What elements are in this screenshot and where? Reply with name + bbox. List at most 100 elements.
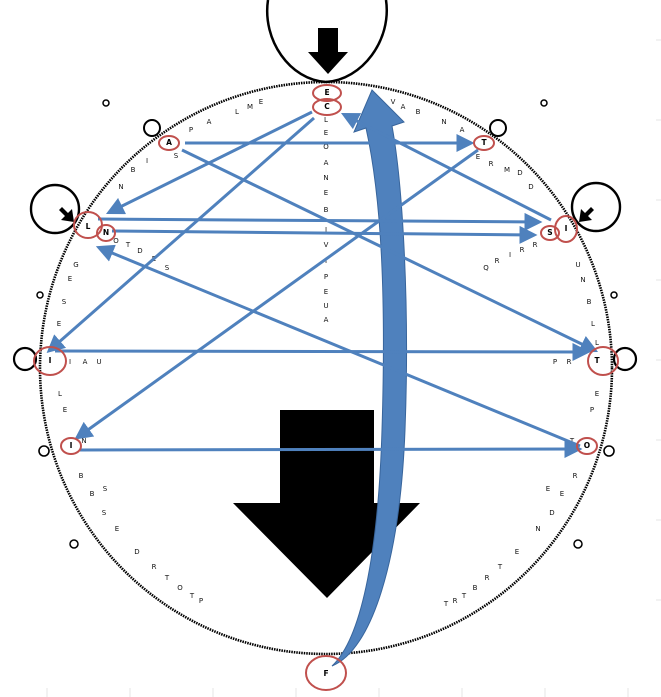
- bud-7: [69, 539, 79, 549]
- ring-letter: R: [489, 160, 494, 168]
- ring-letter: M: [504, 166, 510, 174]
- ring-letter: S: [102, 509, 107, 517]
- ring-letter: D: [137, 247, 142, 255]
- node-f-label: F: [323, 669, 328, 678]
- node-t-top-label: T: [481, 138, 487, 147]
- left-small-bulb: [12, 346, 38, 372]
- center-letter: A: [324, 159, 329, 167]
- center-letter: E: [324, 129, 328, 137]
- ring-letter: U: [96, 358, 101, 366]
- center-letter: E: [324, 189, 328, 197]
- bud-1: [143, 119, 161, 137]
- ring-letter: E: [115, 525, 119, 533]
- right-bulb: [570, 181, 622, 233]
- ring-letter: G: [73, 261, 78, 269]
- center-letter: B: [324, 206, 329, 214]
- path-arrows: [46, 110, 599, 459]
- ring-letter: B: [416, 108, 421, 116]
- ring-letter: U: [575, 261, 580, 269]
- node-t-top: T: [473, 135, 495, 151]
- right-small-black-arrow: [579, 207, 594, 222]
- bud-5: [38, 445, 50, 457]
- ring-letter: R: [573, 472, 578, 480]
- node-n-left-label: N: [103, 228, 109, 237]
- arrow-c-to-l: [105, 110, 313, 215]
- center-letter: U: [323, 302, 328, 310]
- ring-letter: S: [165, 264, 170, 272]
- ring-letter: E: [63, 406, 67, 414]
- left-bulb: [29, 183, 81, 235]
- arrow-l-to-s-right: [97, 212, 543, 231]
- ring-letter: B: [473, 584, 478, 592]
- ring-letter: N: [441, 118, 446, 126]
- ring-letter: A: [401, 103, 406, 111]
- node-f: F: [305, 655, 347, 691]
- arrow-n-to-s-right: [111, 225, 538, 244]
- arrow-o-to-n: [95, 244, 581, 448]
- center-letter: I: [325, 257, 327, 265]
- ring-letter: S: [62, 298, 67, 306]
- node-i-lower: I: [60, 437, 82, 455]
- ring-letter: T: [443, 600, 449, 608]
- right-small-bulb: [612, 346, 638, 372]
- center-letter: P: [324, 273, 328, 281]
- ring-letter: B: [79, 472, 84, 480]
- ring-letter: E: [515, 548, 519, 556]
- node-o-label: O: [584, 441, 590, 450]
- ring-letter: E: [259, 98, 263, 106]
- bud-6: [603, 445, 615, 457]
- arrow-s-to-c: [340, 112, 552, 222]
- node-i-left-label: I: [49, 356, 52, 365]
- arrow-c-to-i-left: [46, 116, 315, 353]
- top-bulb: [265, 0, 389, 84]
- ring-letter: I: [69, 358, 71, 366]
- ring-letter: S: [103, 485, 108, 493]
- ring-letter: A: [83, 358, 88, 366]
- bud-2: [489, 119, 507, 137]
- node-i-lower-label: I: [70, 441, 73, 450]
- center-letter: O: [323, 143, 329, 151]
- node-i-left: I: [33, 346, 67, 376]
- ring-letter: E: [476, 153, 480, 161]
- node-a: A: [158, 135, 180, 151]
- ring-letter: A: [207, 118, 212, 126]
- ring-letter: B: [131, 166, 136, 174]
- ring-letter: B: [90, 490, 95, 498]
- circled-nodes: E C A T L N S I: [33, 84, 619, 691]
- ring-letter: Q: [483, 264, 489, 272]
- ring-letter: T: [461, 592, 467, 600]
- node-e: E: [312, 84, 342, 102]
- ring-letter: L: [235, 108, 239, 116]
- ring-letter: R: [533, 241, 538, 249]
- ring-letter: R: [495, 257, 500, 265]
- node-a-label: A: [166, 138, 172, 147]
- node-o: O: [576, 437, 598, 455]
- fractal-outline: [12, 0, 638, 656]
- ring-letter: D: [549, 509, 554, 517]
- ring-letter: E: [68, 275, 72, 283]
- arrow-i-lower-to-o: [79, 440, 583, 459]
- node-c: C: [312, 98, 342, 116]
- ring-letter: P: [189, 126, 193, 134]
- ring-letter: P: [590, 406, 594, 414]
- ring-letter: T: [497, 563, 503, 571]
- ring-letter: T: [125, 241, 131, 249]
- background-gridlines: [46, 39, 661, 697]
- bud-4: [540, 99, 548, 107]
- ring-letter: L: [58, 390, 62, 398]
- node-i-right-label: I: [565, 224, 568, 233]
- arrow-i-left-to-t-right: [54, 342, 591, 361]
- ring-letter: T: [164, 574, 170, 582]
- ring-letter: I: [509, 251, 511, 259]
- center-letter: N: [323, 174, 328, 182]
- ring-letter: E: [560, 490, 564, 498]
- bud-8: [573, 539, 583, 549]
- main-cardioid: [38, 80, 614, 656]
- bud-9: [36, 291, 44, 299]
- ring-letter: L: [591, 320, 595, 328]
- ring-letter: L: [595, 339, 599, 347]
- ring-letter: O: [177, 584, 183, 592]
- ring-letter: R: [485, 574, 490, 582]
- node-n-left: N: [96, 224, 116, 242]
- center-letter: E: [324, 288, 328, 296]
